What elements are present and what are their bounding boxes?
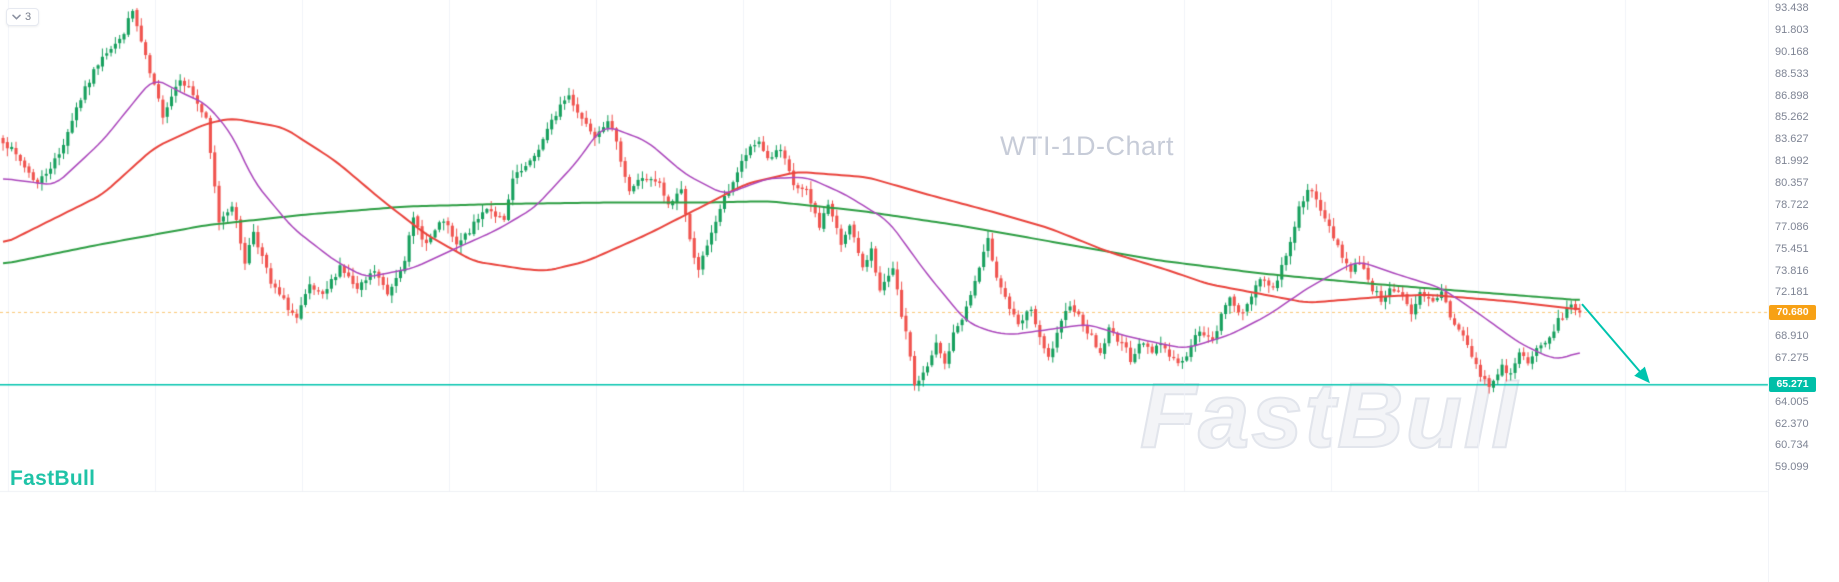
indicators-count: 3	[25, 11, 32, 23]
price-tick-label: 80.357	[1775, 177, 1809, 190]
price-tick-label: 91.803	[1775, 24, 1809, 37]
price-tick-label: 62.370	[1775, 417, 1809, 430]
price-tick-label: 81.992	[1775, 155, 1809, 168]
price-axis[interactable]: 93.438 91.803 90.168 88.533 86.898 85.262 83.6…	[1768, 0, 1839, 582]
price-tick-label: 73.816	[1775, 264, 1809, 277]
current-price-badge: 70.680	[1769, 304, 1816, 320]
price-tick-label: 75.451	[1775, 242, 1809, 255]
price-tick-label: 60.734	[1775, 439, 1809, 452]
support-price-badge: 65.271	[1769, 377, 1816, 393]
price-tick-label: 72.181	[1775, 286, 1809, 299]
price-tick-label: 88.533	[1775, 67, 1809, 80]
fastbull-logo: FastBull	[10, 467, 96, 490]
price-tick-label: 68.910	[1775, 330, 1809, 343]
price-tick-label: 77.086	[1775, 220, 1809, 233]
price-tick-label: 86.898	[1775, 89, 1809, 102]
price-tick-label: 67.275	[1775, 351, 1809, 364]
price-tick-label: 83.627	[1775, 133, 1809, 146]
price-tick-label: 90.168	[1775, 45, 1809, 58]
price-tick-label: 59.099	[1775, 461, 1809, 474]
price-tick-label: 93.438	[1775, 2, 1809, 15]
price-tick-label: 78.722	[1775, 198, 1809, 211]
price-tick-label: 64.005	[1775, 395, 1809, 408]
price-tick-label: 85.262	[1775, 111, 1809, 124]
chevron-down-icon	[12, 14, 21, 20]
indicators-collapse-badge[interactable]: 3	[6, 8, 40, 26]
